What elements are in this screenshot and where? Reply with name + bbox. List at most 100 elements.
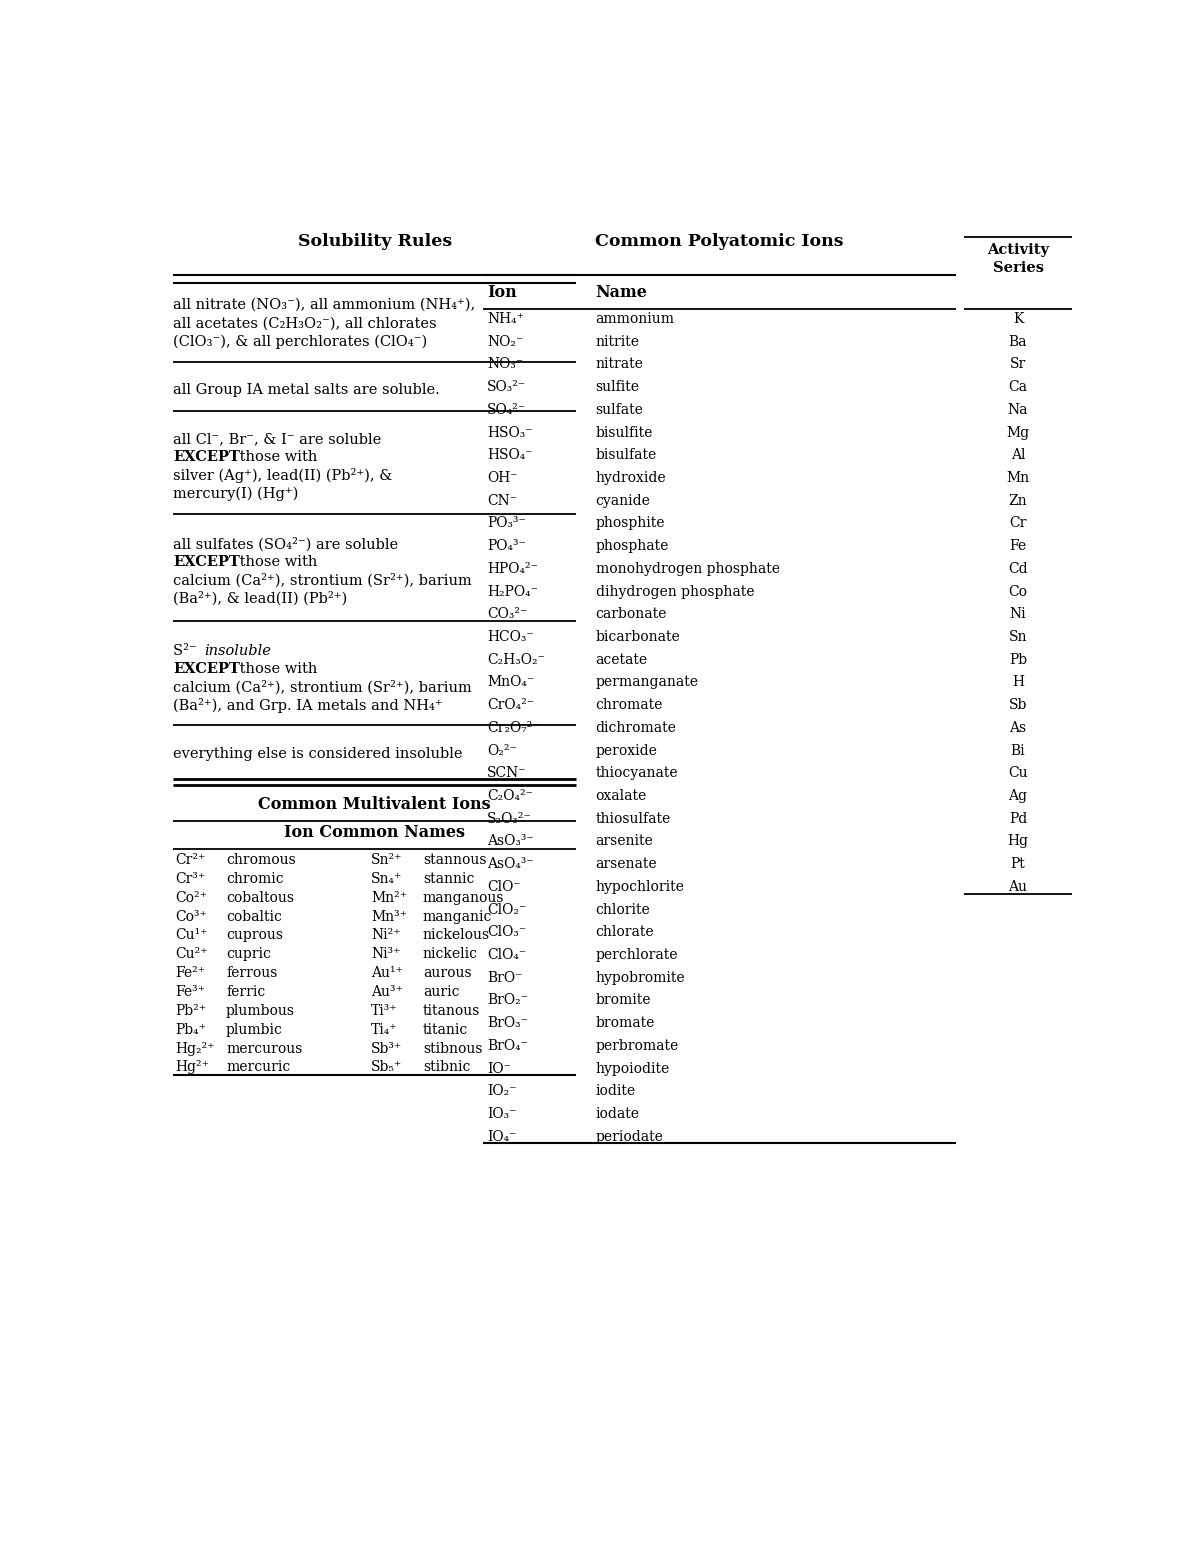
Text: BrO⁻: BrO⁻ — [487, 971, 523, 985]
Text: all Group IA metal salts are soluble.: all Group IA metal salts are soluble. — [173, 384, 440, 398]
Text: NH₄⁺: NH₄⁺ — [487, 312, 524, 326]
Text: Au: Au — [1008, 880, 1027, 894]
Text: Ti³⁺: Ti³⁺ — [371, 1004, 397, 1018]
Text: nitrite: nitrite — [595, 334, 640, 348]
Text: Sn²⁺: Sn²⁺ — [371, 853, 402, 867]
Text: dihydrogen phosphate: dihydrogen phosphate — [595, 584, 754, 598]
Text: those with: those with — [235, 451, 318, 465]
Text: chromous: chromous — [226, 853, 295, 867]
Text: nickelic: nickelic — [422, 948, 478, 962]
Text: BrO₄⁻: BrO₄⁻ — [487, 1040, 528, 1054]
Text: those with: those with — [235, 555, 318, 569]
Text: chlorate: chlorate — [595, 925, 654, 939]
Text: hypobromite: hypobromite — [595, 971, 685, 985]
Text: aurous: aurous — [422, 967, 472, 981]
Text: hydroxide: hydroxide — [595, 471, 666, 485]
Text: IO₃⁻: IO₃⁻ — [487, 1106, 517, 1120]
Text: insoluble: insoluble — [204, 643, 271, 657]
Text: Ti₄⁺: Ti₄⁺ — [371, 1023, 397, 1037]
Text: hypoiodite: hypoiodite — [595, 1061, 670, 1075]
Text: perbromate: perbromate — [595, 1040, 679, 1054]
Text: MnO₄⁻: MnO₄⁻ — [487, 676, 534, 690]
Text: Ag: Ag — [1008, 789, 1027, 803]
Text: HSO₃⁻: HSO₃⁻ — [487, 426, 533, 440]
Text: chromate: chromate — [595, 698, 662, 712]
Text: HSO₄⁻: HSO₄⁻ — [487, 448, 533, 462]
Text: Co³⁺: Co³⁺ — [175, 909, 206, 923]
Text: phosphite: phosphite — [595, 516, 665, 530]
Text: Hg: Hg — [1008, 834, 1028, 848]
Text: Pd: Pd — [1009, 811, 1027, 825]
Text: Sb₅⁺: Sb₅⁺ — [371, 1060, 402, 1074]
Text: O₂²⁻: O₂²⁻ — [487, 743, 517, 758]
Text: plumbic: plumbic — [226, 1023, 283, 1037]
Text: mercuric: mercuric — [226, 1060, 290, 1074]
Text: phosphate: phosphate — [595, 539, 670, 553]
Text: CO₃²⁻: CO₃²⁻ — [487, 608, 528, 622]
Text: stannous: stannous — [422, 853, 486, 867]
Text: all nitrate (NO₃⁻), all ammonium (NH₄⁺),: all nitrate (NO₃⁻), all ammonium (NH₄⁺), — [173, 298, 475, 312]
Text: sulfite: sulfite — [595, 381, 640, 395]
Text: Co: Co — [1008, 584, 1027, 598]
Text: cyanide: cyanide — [595, 494, 650, 508]
Text: ClO₃⁻: ClO₃⁻ — [487, 925, 527, 939]
Text: titanic: titanic — [422, 1023, 468, 1037]
Text: manganic: manganic — [422, 909, 492, 923]
Text: EXCEPT: EXCEPT — [173, 662, 240, 676]
Text: HPO₄²⁻: HPO₄²⁻ — [487, 563, 538, 577]
Text: (Ba²⁺), & lead(II) (Pb²⁺): (Ba²⁺), & lead(II) (Pb²⁺) — [173, 591, 348, 606]
Text: titanous: titanous — [422, 1004, 480, 1018]
Text: carbonate: carbonate — [595, 608, 667, 622]
Text: Ni: Ni — [1009, 608, 1026, 622]
Text: NO₃⁻: NO₃⁻ — [487, 357, 523, 371]
Text: nickelous: nickelous — [422, 928, 490, 942]
Text: Co²⁺: Co²⁺ — [175, 890, 206, 904]
Text: all sulfates (SO₄²⁻) are soluble: all sulfates (SO₄²⁻) are soluble — [173, 536, 398, 552]
Text: iodate: iodate — [595, 1106, 640, 1120]
Text: ClO₂⁻: ClO₂⁻ — [487, 903, 527, 917]
Text: SO₄²⁻: SO₄²⁻ — [487, 402, 527, 416]
Text: permanganate: permanganate — [595, 676, 698, 690]
Text: ammonium: ammonium — [595, 312, 674, 326]
Text: EXCEPT: EXCEPT — [173, 451, 240, 465]
Text: chlorite: chlorite — [595, 903, 650, 917]
Text: Al: Al — [1010, 448, 1025, 462]
Text: Hg²⁺: Hg²⁺ — [175, 1060, 209, 1074]
Text: calcium (Ca²⁺), strontium (Sr²⁺), barium: calcium (Ca²⁺), strontium (Sr²⁺), barium — [173, 681, 472, 695]
Text: Pb: Pb — [1009, 653, 1027, 667]
Text: arsenate: arsenate — [595, 858, 658, 872]
Text: Ion Common Names: Ion Common Names — [284, 825, 466, 841]
Text: silver (Ag⁺), lead(II) (Pb²⁺), &: silver (Ag⁺), lead(II) (Pb²⁺), & — [173, 468, 392, 483]
Text: OH⁻: OH⁻ — [487, 471, 517, 485]
Text: Cu: Cu — [1008, 766, 1028, 780]
Text: auric: auric — [422, 985, 460, 999]
Text: Cr₂O₇²⁻: Cr₂O₇²⁻ — [487, 721, 540, 735]
Text: AsO₄³⁻: AsO₄³⁻ — [487, 858, 534, 872]
Text: SO₃²⁻: SO₃²⁻ — [487, 381, 527, 395]
Text: C₂H₃O₂⁻: C₂H₃O₂⁻ — [487, 653, 545, 667]
Text: BrO₃⁻: BrO₃⁻ — [487, 1016, 528, 1030]
Text: Pb₄⁺: Pb₄⁺ — [175, 1023, 206, 1037]
Text: (ClO₃⁻), & all perchlorates (ClO₄⁻): (ClO₃⁻), & all perchlorates (ClO₄⁻) — [173, 334, 427, 348]
Text: Common Multivalent Ions: Common Multivalent Ions — [258, 796, 491, 813]
Text: H: H — [1012, 676, 1024, 690]
Text: C₂O₄²⁻: C₂O₄²⁻ — [487, 789, 533, 803]
Text: peroxide: peroxide — [595, 743, 658, 758]
Text: As: As — [1009, 721, 1026, 735]
Text: Name: Name — [595, 284, 648, 301]
Text: Sr: Sr — [1010, 357, 1026, 371]
Text: chromic: chromic — [226, 872, 283, 886]
Text: Mn³⁺: Mn³⁺ — [371, 909, 407, 923]
Text: NO₂⁻: NO₂⁻ — [487, 334, 523, 348]
Text: Ion: Ion — [487, 284, 517, 301]
Text: dichromate: dichromate — [595, 721, 677, 735]
Text: bisulfate: bisulfate — [595, 448, 656, 462]
Text: Cu¹⁺: Cu¹⁺ — [175, 928, 208, 942]
Text: Cd: Cd — [1008, 563, 1028, 577]
Text: SCN⁻: SCN⁻ — [487, 766, 527, 780]
Text: ClO₄⁻: ClO₄⁻ — [487, 948, 527, 962]
Text: bromate: bromate — [595, 1016, 655, 1030]
Text: Cr: Cr — [1009, 516, 1027, 530]
Text: S²⁻: S²⁻ — [173, 643, 202, 657]
Text: K: K — [1013, 312, 1024, 326]
